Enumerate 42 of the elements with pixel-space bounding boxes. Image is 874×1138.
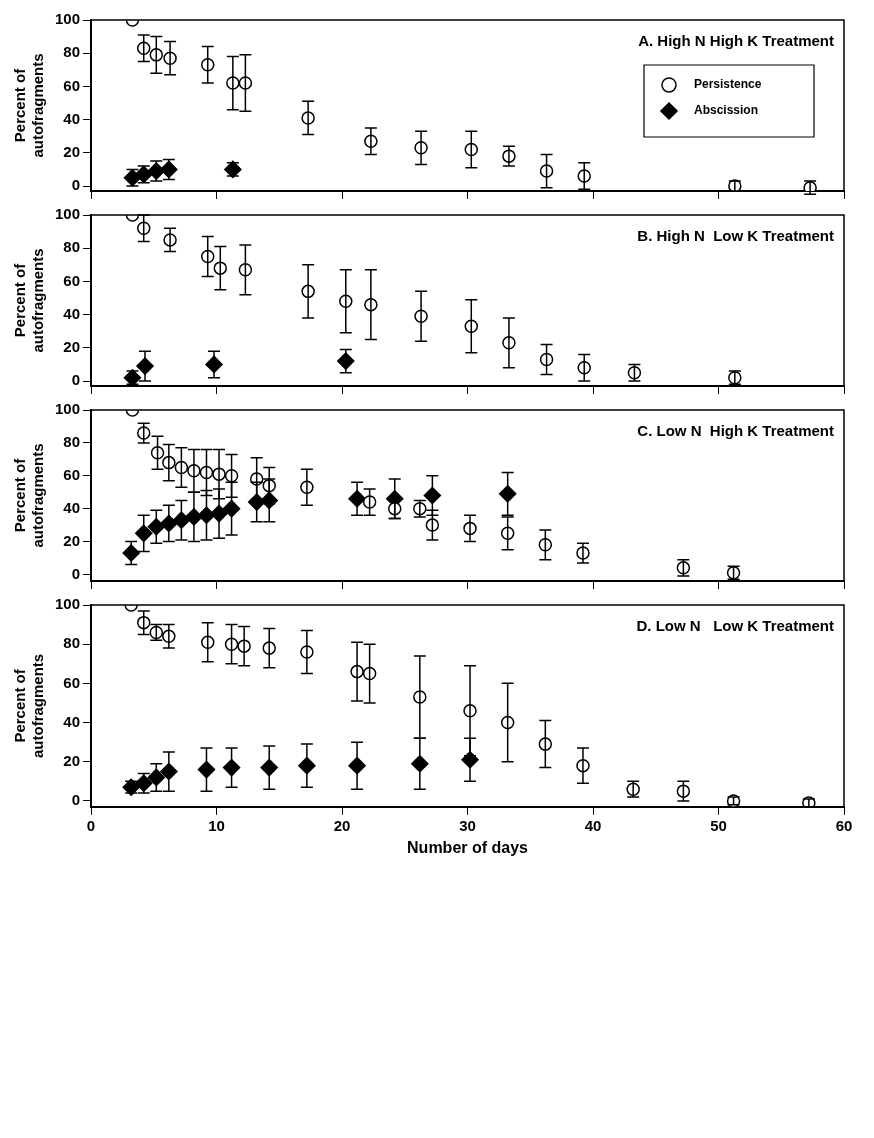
y-tick-label: 0	[71, 791, 81, 809]
x-tick-label: 20	[333, 816, 351, 834]
text: B. High N Low K Treatment	[637, 226, 834, 244]
x-tick-label: 50	[710, 816, 727, 834]
x-axis-title: Number of days	[407, 838, 529, 856]
text: A. High N High K Treatment	[638, 31, 834, 49]
y-tick-label: 0	[71, 564, 81, 582]
y-tick-label: 100	[55, 205, 81, 223]
y-axis-title: Percent of autofragments	[11, 653, 47, 758]
y-tick-label: 80	[63, 634, 81, 652]
legend-label: Abscission	[694, 103, 759, 118]
y-tick-label: 60	[63, 673, 81, 691]
text: D. Low N Low K Treatment	[636, 616, 834, 634]
y-tick-label: 80	[63, 43, 81, 61]
y-tick-label: 100	[55, 10, 81, 28]
x-tick-label: 0	[86, 816, 96, 834]
y-tick-label: 60	[63, 465, 81, 483]
y-tick-label: 20	[63, 337, 81, 355]
y-tick-label: 0	[71, 371, 81, 389]
y-tick-label: 40	[63, 498, 81, 516]
y-tick-label: 40	[63, 109, 81, 127]
y-tick-label: 100	[55, 400, 81, 418]
y-tick-label: 0	[71, 176, 81, 194]
y-tick-label: 40	[63, 712, 81, 730]
y-tick-label: 80	[63, 433, 81, 451]
y-tick-label: 20	[63, 751, 81, 769]
y-tick-label: 80	[63, 238, 81, 256]
legend-label: Persistence	[694, 77, 762, 92]
y-tick-label: 60	[63, 271, 81, 289]
x-tick-label: 10	[208, 816, 225, 834]
y-tick-label: 60	[63, 76, 81, 94]
y-axis-title: Percent of autofragments	[11, 443, 47, 548]
y-axis-title: Percent of autofragments	[11, 248, 47, 353]
text: C. Low N High K Treatment	[637, 421, 834, 439]
x-tick-label: 30	[459, 816, 476, 834]
y-tick-label: 20	[63, 142, 81, 160]
x-tick-label: 40	[584, 816, 602, 834]
x-tick-label: 60	[835, 816, 853, 834]
y-tick-label: 40	[63, 304, 81, 322]
y-tick-label: 20	[63, 531, 81, 549]
y-axis-title: Percent of autofragments	[11, 53, 47, 158]
y-tick-label: 100	[55, 595, 81, 613]
